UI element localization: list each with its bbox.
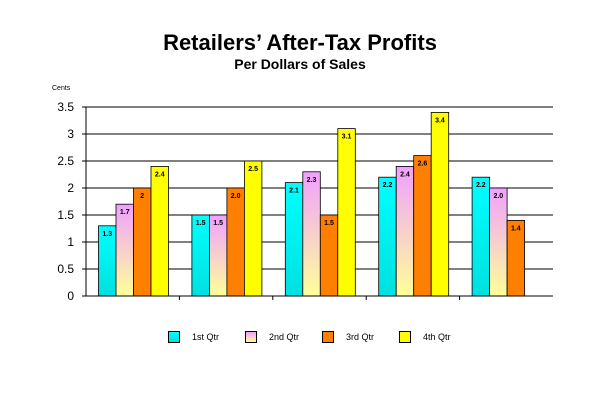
legend-label: 3rd Qtr (346, 332, 375, 342)
data-label: 2.1 (289, 188, 299, 195)
bar (150, 165, 169, 297)
data-label: 1.5 (213, 220, 223, 227)
y-axis-label: Cents (52, 85, 71, 92)
bar (226, 187, 245, 297)
y-tick-label: 3 (67, 127, 74, 141)
bar (319, 214, 339, 297)
bars: 1.3 1.5 2.1 2.2 2.2 1.7 1.5 2.3 2.4 2.0 2 2.0 1.5 2.6… (98, 112, 526, 297)
y-tick-label: 2 (67, 181, 74, 195)
legend-label: 1st Qtr (192, 332, 220, 342)
data-label: 1.4 (511, 225, 521, 232)
y-tick-label: 2.5 (57, 154, 74, 168)
data-label: 1.5 (324, 220, 334, 227)
y-tick-label: 0 (67, 289, 74, 303)
legend-swatch (168, 331, 180, 343)
chart-title: Retailers’ After-Tax Profits (163, 30, 437, 55)
y-tick-label: 1.5 (57, 208, 74, 222)
bar (471, 176, 491, 297)
data-label: 2 (140, 193, 144, 200)
data-label: 2.4 (155, 171, 165, 178)
bar (378, 176, 397, 297)
y-tick-label: 3.5 (57, 100, 74, 114)
data-label: 3.4 (435, 117, 445, 124)
y-tick-label: 1 (67, 235, 74, 249)
bar (284, 182, 304, 297)
bar (115, 203, 134, 297)
bar (430, 112, 450, 297)
data-label: 2.4 (400, 171, 410, 178)
bar (395, 165, 415, 297)
data-label: 2.5 (248, 166, 258, 173)
y-tick-label: 0.5 (57, 262, 74, 276)
data-label: 2.3 (307, 177, 317, 184)
bar (133, 187, 152, 297)
data-label: 1.7 (120, 209, 130, 216)
legend-label: 4th Qtr (423, 332, 451, 342)
data-label: 2.2 (476, 182, 486, 189)
legend-swatch (322, 331, 334, 343)
data-label: 1.5 (196, 220, 206, 227)
data-label: 2.6 (418, 161, 428, 168)
bar (208, 214, 228, 297)
chart-subtitle: Per Dollars of Sales (234, 56, 366, 72)
legend: 1st Qtr 2nd Qtr 3rd Qtr 4th Qtr (168, 331, 468, 347)
legend-swatch (245, 331, 257, 343)
bar (302, 171, 321, 297)
axes: 0 0.5 1 1.5 2 2.5 3 3.5 (57, 100, 553, 303)
bar (413, 155, 432, 297)
data-label: 3.1 (342, 134, 352, 141)
bar (337, 128, 356, 297)
legend-swatch (399, 331, 411, 343)
data-label: 2.0 (231, 193, 241, 200)
legend-label: 2nd Qtr (269, 332, 300, 342)
data-label: 1.3 (102, 231, 112, 238)
bar (489, 187, 508, 297)
data-label: 2.2 (383, 182, 393, 189)
bar (243, 160, 263, 297)
bar (191, 214, 210, 297)
data-label: 2.0 (493, 193, 503, 200)
